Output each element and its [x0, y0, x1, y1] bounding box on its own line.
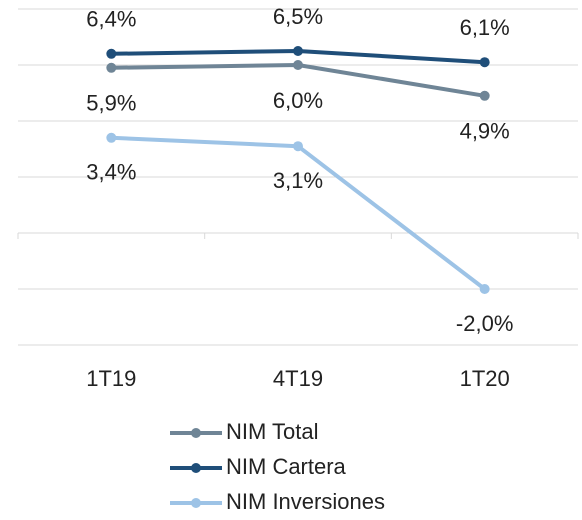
- data-label: 6,5%: [273, 4, 323, 29]
- data-label: 3,1%: [273, 168, 323, 193]
- x-tick-label: 1T19: [86, 366, 136, 391]
- data-label: 4,9%: [460, 119, 510, 144]
- data-label: -2,0%: [456, 311, 513, 336]
- data-point: [479, 90, 490, 101]
- legend-label: NIM Inversiones: [226, 489, 385, 514]
- data-point: [106, 132, 117, 143]
- data-point: [106, 48, 117, 59]
- legend-marker: [191, 428, 201, 438]
- data-point: [479, 57, 490, 68]
- data-label: 6,4%: [86, 7, 136, 32]
- legend-label: NIM Total: [226, 419, 319, 444]
- data-label: 3,4%: [86, 160, 136, 185]
- data-point: [293, 141, 303, 152]
- data-label: 6,1%: [460, 15, 510, 40]
- data-label: 5,9%: [86, 91, 136, 116]
- x-tick-label: 4T19: [273, 366, 323, 391]
- series-line: [111, 135, 486, 291]
- data-point: [293, 46, 303, 56]
- data-point: [293, 60, 303, 70]
- data-label: 6,0%: [273, 88, 323, 113]
- data-point: [479, 284, 490, 294]
- legend-marker: [191, 498, 201, 508]
- legend-marker: [191, 463, 201, 473]
- data-point: [106, 62, 117, 73]
- x-tick-label: 1T20: [460, 366, 510, 391]
- legend-label: NIM Cartera: [226, 454, 347, 479]
